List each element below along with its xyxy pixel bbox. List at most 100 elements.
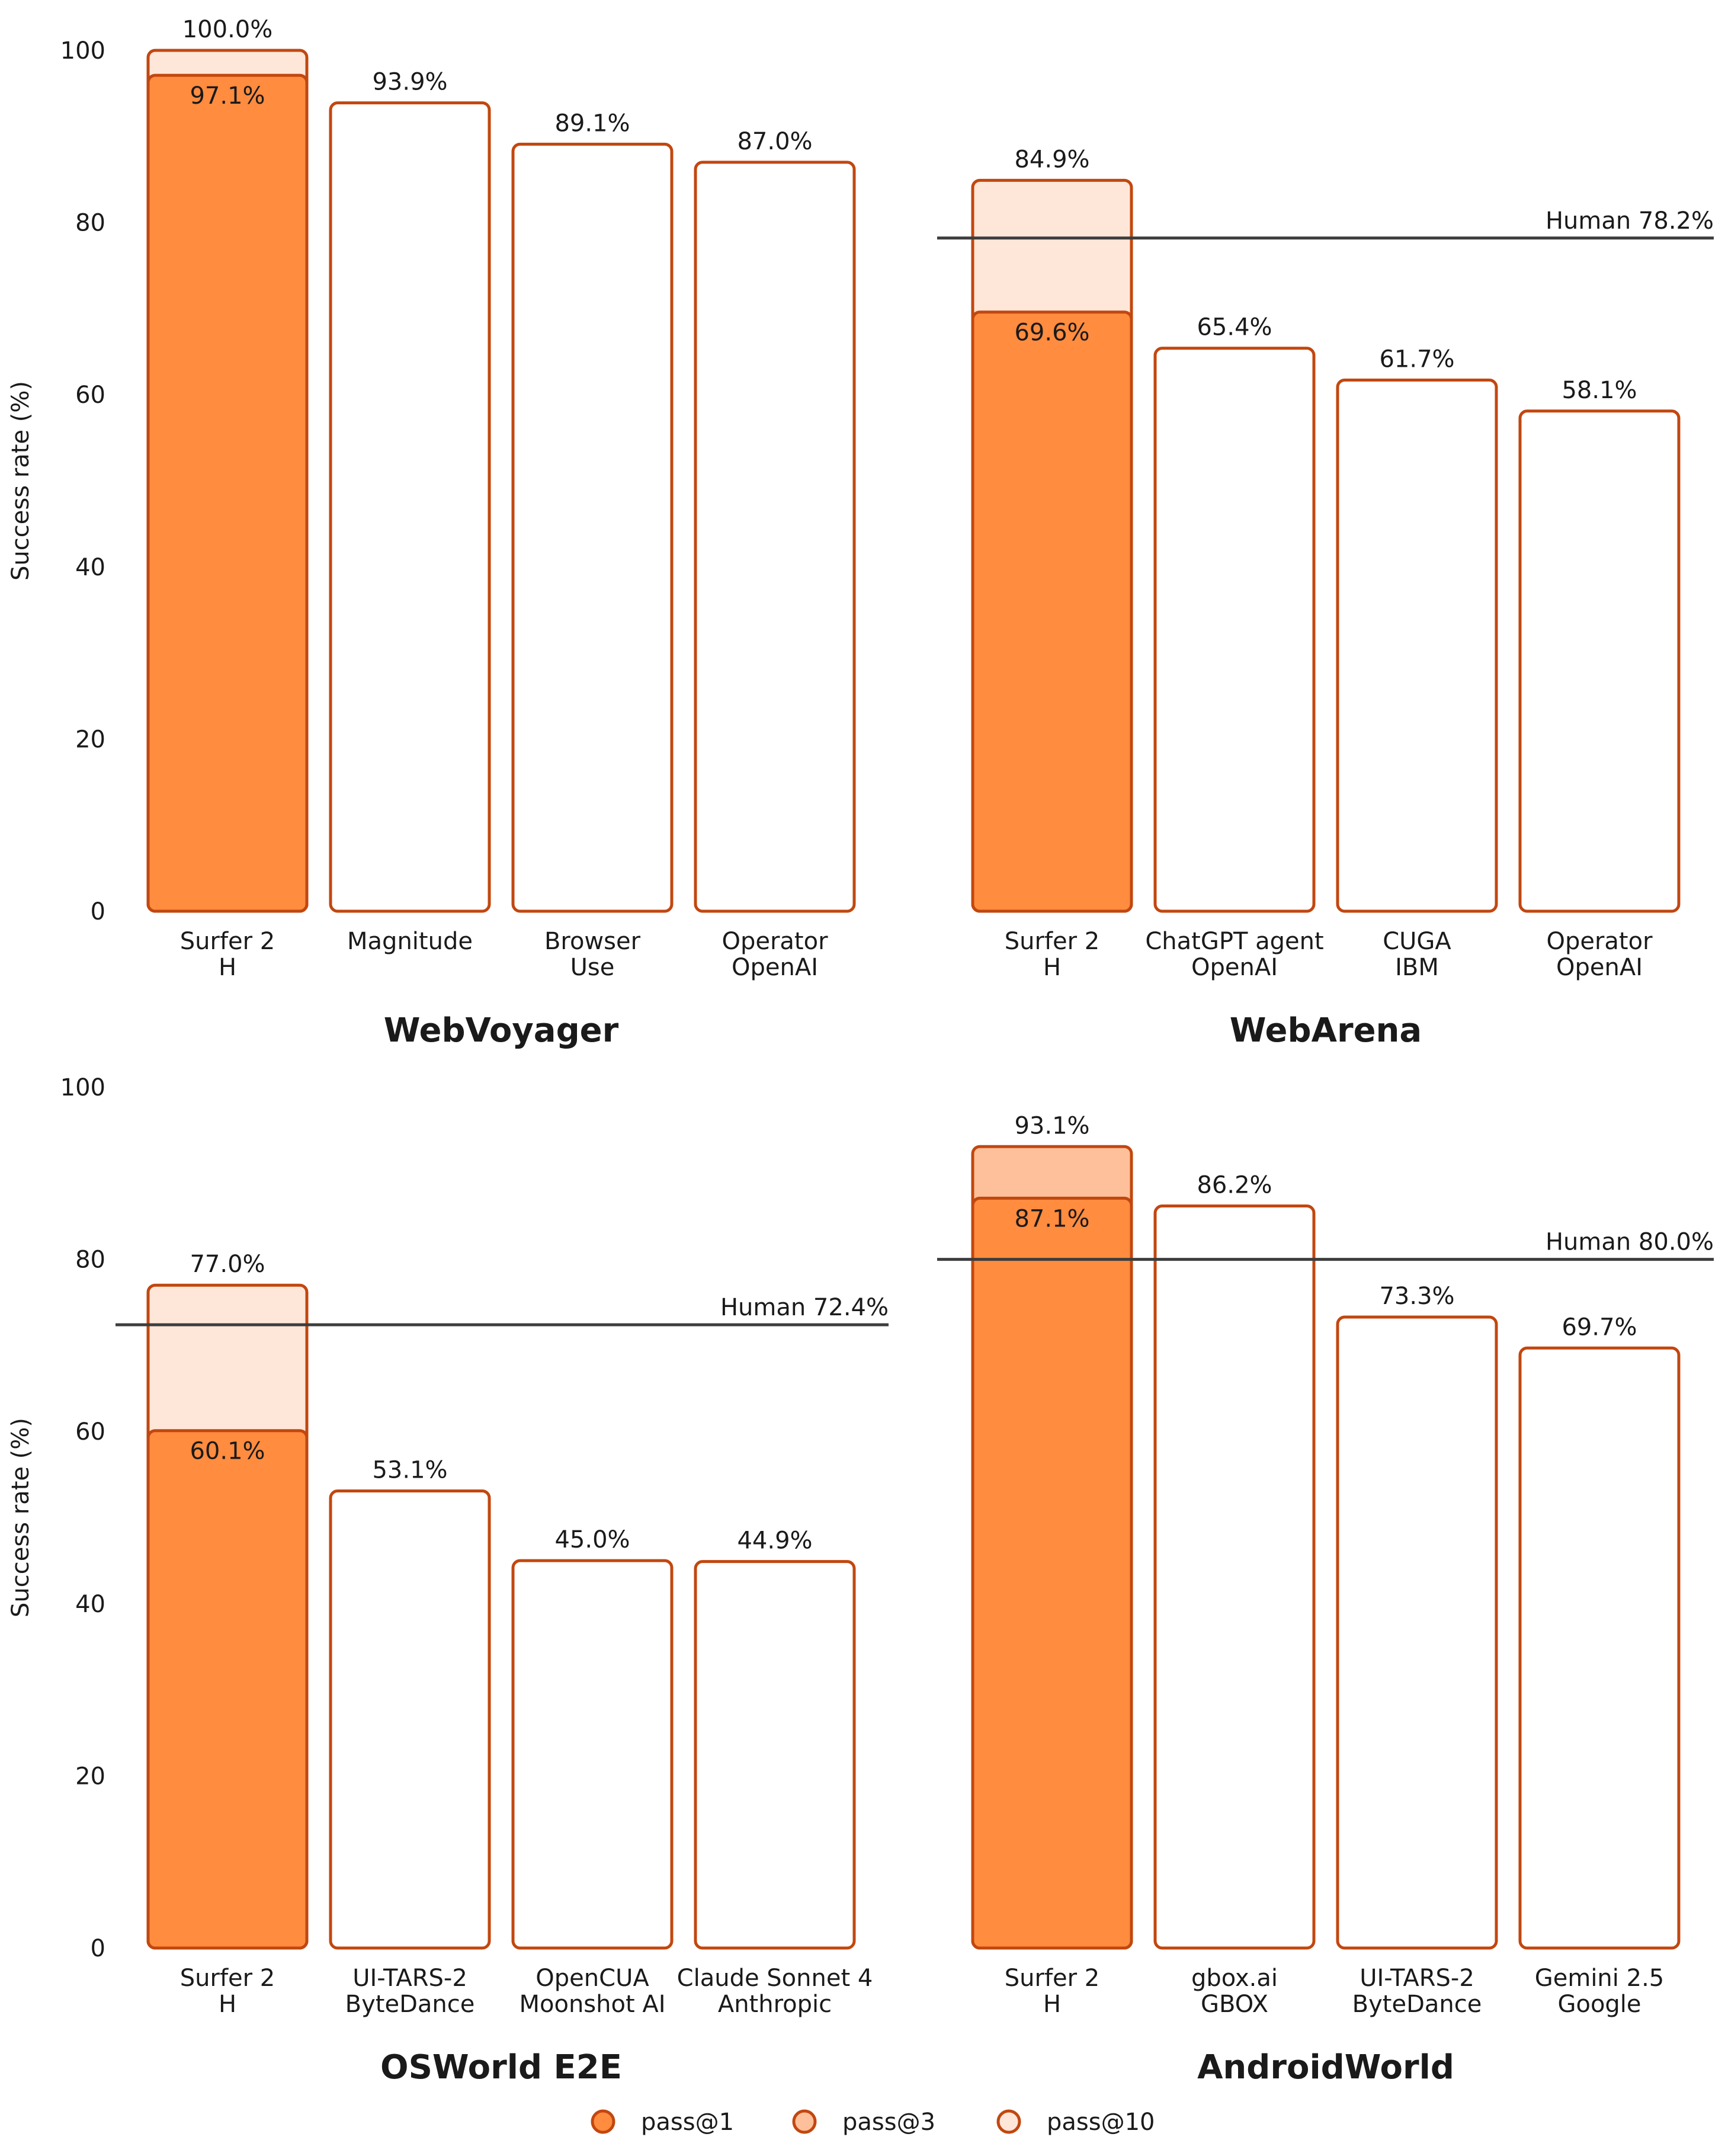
y-axis-label: Success rate (%)	[7, 381, 34, 581]
bar-pass-1-surfer-2	[146, 1429, 309, 1950]
legend-label: pass@10	[1047, 2109, 1155, 2136]
value-label: 53.1%	[372, 1456, 447, 1484]
x-tick-label: Browser	[544, 928, 641, 955]
bar-group-magnitude: 93.9%	[329, 69, 491, 913]
bar-pass-1-claude-sonnet-4	[694, 1560, 856, 1950]
legend-marker-pass-3	[792, 2109, 817, 2134]
bar-group-operator: 58.1%	[1518, 377, 1681, 913]
bar-group-surfer-2: 77.0% 60.1%	[146, 1251, 309, 1950]
x-tick-sublabel: OpenAI	[1191, 954, 1278, 981]
y-tick-label: 0	[91, 1935, 105, 1962]
bar-pass-1-surfer-2	[971, 310, 1133, 913]
x-tick-sublabel: H	[1043, 1991, 1061, 2018]
bar-pass-1-browser	[511, 142, 674, 913]
x-tick-label: Operator	[722, 928, 828, 955]
bar-pass-1-chatgpt-agent	[1153, 347, 1316, 913]
y-tick-label: 100	[60, 1074, 105, 1101]
bar-pass-1-magnitude	[329, 101, 491, 913]
legend: pass@1 pass@3 pass@10	[591, 2109, 1155, 2136]
bar-pass-1-surfer-2	[146, 73, 309, 913]
x-tick-sublabel: ByteDance	[1352, 1991, 1482, 2018]
value-label: 87.1%	[1014, 1205, 1089, 1232]
bar-group-cuga: 61.7%	[1336, 345, 1498, 913]
y-tick-label: 60	[75, 382, 105, 409]
bar-pass-1-ui-tars-2	[1336, 1315, 1498, 1950]
x-tick-sublabel: GBOX	[1201, 1991, 1268, 2018]
bar-pass-1-ui-tars-2	[329, 1489, 491, 1950]
value-label: 44.9%	[737, 1527, 812, 1555]
chart-title: WebArena	[1230, 1011, 1422, 1050]
x-tick-label: OpenCUA	[536, 1965, 649, 1992]
x-tick-sublabel: Use	[570, 954, 615, 981]
bar-group-operator: 87.0%	[694, 128, 856, 913]
value-label: 77.0%	[190, 1251, 265, 1278]
x-tick-label: UI-TARS-2	[1360, 1965, 1474, 1992]
value-label: 86.2%	[1197, 1172, 1272, 1199]
value-label: 60.1%	[190, 1438, 265, 1465]
bar-group-surfer-2: 84.9% 69.6%	[971, 146, 1133, 913]
y-tick-label: 20	[75, 726, 105, 753]
x-tick-sublabel: Anthropic	[718, 1991, 832, 2018]
y-tick-label: 40	[75, 1591, 105, 1618]
chart-panel-webvoyager: 0 20 40 60 80 100 Success rate (%) 100.0% 97.1% S…	[7, 16, 856, 1050]
value-label: 73.3%	[1379, 1283, 1454, 1310]
x-tick-sublabel: H	[219, 1991, 236, 2018]
legend-marker-pass-1	[591, 2109, 615, 2134]
legend-marker-pass-10	[996, 2109, 1021, 2134]
x-tick-label: Operator	[1546, 928, 1653, 955]
value-label: 84.9%	[1014, 146, 1089, 173]
x-tick-sublabel: IBM	[1395, 954, 1439, 981]
bar-group-surfer-2: 93.1% 87.1%	[971, 1112, 1133, 1950]
chart-title: WebVoyager	[384, 1011, 619, 1050]
y-tick-label: 20	[75, 1763, 105, 1790]
y-axis-label: Success rate (%)	[7, 1418, 34, 1617]
value-label: 97.1%	[190, 82, 265, 110]
x-tick-label: Surfer 2	[180, 928, 275, 955]
value-label: 93.9%	[372, 69, 447, 96]
x-tick-label: gbox.ai	[1191, 1965, 1278, 1992]
chart-title: AndroidWorld	[1197, 2048, 1454, 2087]
bar-group-ui-tars-2: 73.3%	[1336, 1283, 1498, 1950]
human-baseline-label: Human 78.2%	[1546, 207, 1714, 235]
value-label: 61.7%	[1379, 345, 1454, 373]
bar-pass-1-cuga	[1336, 378, 1498, 913]
legend-label: pass@1	[641, 2109, 734, 2136]
x-tick-label: Surfer 2	[180, 1965, 275, 1992]
bar-pass-1-opencua	[511, 1559, 674, 1950]
bar-group-gemini-2-5: 69.7%	[1518, 1314, 1681, 1950]
value-label: 100.0%	[182, 16, 273, 43]
y-tick-label: 60	[75, 1418, 105, 1446]
x-tick-label: Magnitude	[347, 928, 473, 955]
bar-group-opencua: 45.0%	[511, 1526, 674, 1950]
x-tick-label: Surfer 2	[1005, 928, 1100, 955]
value-label: 65.4%	[1197, 314, 1272, 341]
bar-pass-1-operator	[694, 161, 856, 913]
x-tick-sublabel: H	[219, 954, 236, 981]
bar-pass-1-operator	[1518, 409, 1681, 913]
y-tick-label: 40	[75, 554, 105, 581]
human-baseline-label: Human 72.4%	[720, 1294, 889, 1321]
bar-pass-1-gemini-2-5	[1518, 1346, 1681, 1950]
bar-group-ui-tars-2: 53.1%	[329, 1456, 491, 1950]
y-tick-label: 80	[75, 210, 105, 237]
x-tick-sublabel: Moonshot AI	[519, 1991, 665, 2018]
y-tick-label: 0	[91, 898, 105, 925]
bar-group-claude-sonnet-4: 44.9%	[694, 1527, 856, 1950]
x-tick-label: Claude Sonnet 4	[677, 1965, 873, 1992]
y-tick-label: 80	[75, 1247, 105, 1274]
x-tick-label: CUGA	[1383, 928, 1451, 955]
chart-title: OSWorld E2E	[380, 2048, 622, 2087]
bar-group-gbox-ai: 86.2%	[1153, 1172, 1316, 1950]
bar-group-surfer-2: 100.0% 97.1%	[146, 16, 309, 913]
bar-group-chatgpt-agent: 65.4%	[1153, 314, 1316, 913]
bar-group-browser: 89.1%	[511, 110, 674, 913]
value-label: 69.6%	[1014, 319, 1089, 347]
value-label: 89.1%	[554, 110, 630, 137]
y-tick-label: 100	[60, 37, 105, 65]
x-tick-sublabel: OpenAI	[1556, 954, 1643, 981]
legend-label: pass@3	[842, 2109, 935, 2136]
x-tick-sublabel: Google	[1557, 1991, 1641, 2018]
value-label: 45.0%	[554, 1526, 630, 1553]
chart-panel-osworld-e2e: 0 20 40 60 80 100 Success rate (%) 77.0% 60.1% Su…	[7, 1074, 889, 2087]
